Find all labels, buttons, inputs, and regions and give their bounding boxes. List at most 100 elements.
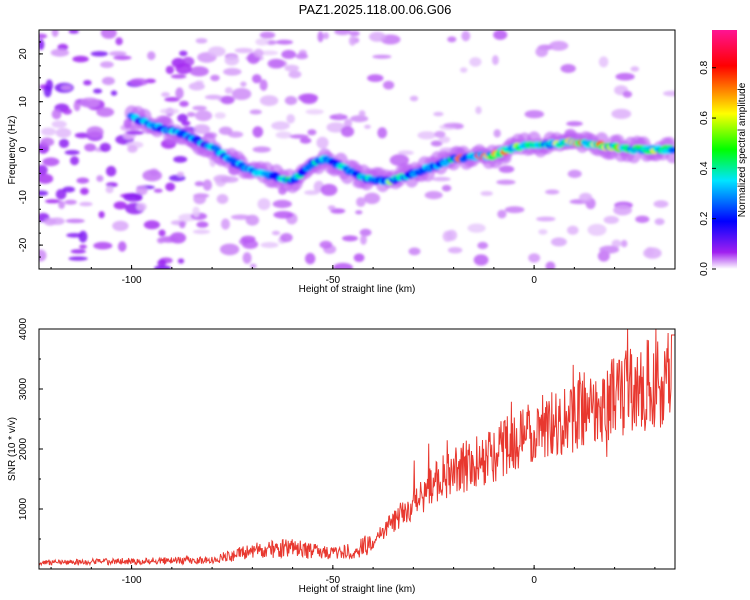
heatmap-noise-cell [105,185,114,194]
heatmap-noise-cell [441,184,452,192]
heatmap-noise-cell [304,190,320,196]
heatmap-noise-cell [260,242,279,248]
snr-ticks: -100 -50 0 1000 2000 3000 4000 [18,317,656,586]
heatmap-noise-cell [66,233,83,238]
heatmap-noise-cell [286,114,296,124]
heatmap-noise-cell [536,216,556,222]
snr-panel: -100 -50 0 1000 2000 3000 4000 Height of strai… [7,317,676,595]
heatmap-noise-cell [68,30,79,34]
heatmap-noise-cell [253,48,264,58]
heatmap-noise-cell [587,223,607,236]
spectrogram-y-tick-label: 10 [18,96,29,108]
heatmap-noise-cell [159,108,180,115]
heatmap-noise-cell [653,200,669,208]
heatmap-noise-cell [161,92,170,98]
heatmap-noise-cell [252,126,264,138]
heatmap-noise-cell [189,66,209,77]
heatmap-noise-cell [498,165,515,173]
heatmap-noise-cell [221,218,230,230]
heatmap-noise-cell [43,85,52,98]
heatmap-noise-cell [70,249,87,254]
colorbar-tick-label: 0.0 [699,262,710,276]
heatmap-noise-cell [327,205,336,211]
heatmap-noise-cell [177,113,188,123]
heatmap-noise-cell [86,126,104,139]
heatmap-noise-cell [39,249,47,262]
spectrogram-x-tick-label: -50 [326,275,341,286]
heatmap-noise-cell [336,113,344,118]
heatmap-noise-cell [493,129,501,138]
heatmap-noise-cell [39,33,48,39]
heatmap-noise-cell [438,136,451,144]
heatmap-noise-cell [275,39,293,45]
heatmap-noise-cell [240,81,247,87]
heatmap-noise-cell [613,204,632,216]
heatmap-noise-cell [305,252,316,265]
heatmap-noise-cell [78,230,88,243]
colorbar: 0.0 0.2 0.4 0.6 0.8 Normalized spectral ampl… [699,30,748,276]
heatmap-noise-cell [80,187,89,195]
snr-series-line [39,329,675,567]
heatmap-noise-cell [615,72,635,81]
heatmap-noise-cell [350,115,369,123]
heatmap-noise-cell [477,241,489,250]
heatmap-noise-cell [175,63,192,75]
heatmap-noise-cell [115,37,123,46]
heatmap-noise-cell [560,64,576,73]
heatmap-noise-cell [409,95,419,102]
heatmap-noise-cell [58,200,65,209]
heatmap-noise-cell [100,30,117,39]
snr-x-tick-label: 0 [531,575,537,586]
heatmap-noise-cell [224,87,233,94]
heatmap-noise-cell [113,201,128,210]
heatmap-noise-cell [528,253,541,263]
heatmap-noise-cell [340,126,355,137]
heatmap-noise-cell [567,169,582,178]
heatmap-noise-cell [194,181,205,187]
heatmap-noise-cell [333,262,353,269]
heatmap-noise-cell [147,51,156,61]
heatmap-noise-cell [475,106,482,115]
heatmap-noise-cell [443,122,463,128]
heatmap-noise-cell [317,31,324,43]
heatmap-noise-cell [51,30,59,37]
heatmap-noise-cell [99,142,111,152]
heatmap-noise-cell [251,74,262,84]
heatmap-noise-cell [157,259,167,267]
heatmap-noise-cell [654,218,665,226]
heatmap-noise-cell [51,109,62,120]
spectrogram-y-tick-label: 20 [18,48,29,60]
heatmap-noise-cell [110,90,118,96]
heatmap-noise-cell [663,90,675,97]
heatmap-noise-cell [156,237,165,244]
heatmap-noise-cell [218,126,233,135]
heatmap-noise-cell [355,210,363,215]
heatmap-noise-cell [136,202,147,211]
heatmap-noise-cell [611,239,622,248]
heatmap-noise-cell [39,190,49,196]
heatmap-ridge-cell [668,146,675,154]
heatmap-noise-cell [473,254,489,266]
heatmap-noise-cell [299,137,312,144]
colorbar-tick-label: 0.8 [699,60,710,74]
heatmap-noise-cell [545,261,556,269]
heatmap-noise-cell [224,55,240,66]
spectrogram-y-tick-label: -20 [18,237,29,252]
heatmap-noise-cell [100,61,114,68]
heatmap-noise-cell [175,87,184,99]
heatmap-noise-cell [123,193,143,202]
heatmap-noise-cell [42,157,60,167]
heatmap-noise-cell [90,51,109,57]
heatmap-noise-cell [64,150,80,155]
heatmap-noise-cell [284,96,298,105]
heatmap-noise-cell [267,58,285,69]
heatmap-noise-cell [535,46,548,57]
heatmap-noise-cell [250,263,257,269]
heatmap-noise-cell [358,110,366,117]
heatmap-noise-cell [496,179,516,185]
heatmap-noise-cell [320,183,338,196]
spectrogram-y-tick-label: 0 [18,146,29,152]
heatmap-noise-cell [635,215,650,223]
heatmap-noise-cell [343,118,353,129]
heatmap-noise-cell [240,235,256,243]
